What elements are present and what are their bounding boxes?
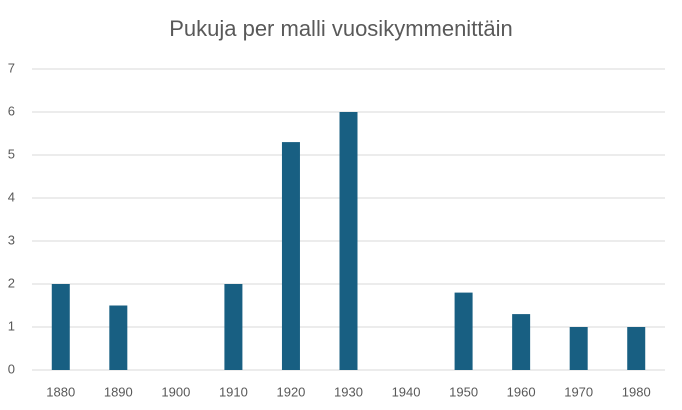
x-tick-label: 1890 bbox=[104, 384, 133, 399]
x-tick-label: 1950 bbox=[449, 384, 478, 399]
x-tick-label: 1930 bbox=[334, 384, 363, 399]
x-tick-label: 1980 bbox=[622, 384, 651, 399]
bar bbox=[109, 305, 128, 370]
bar bbox=[224, 284, 243, 370]
x-tick-label: 1940 bbox=[392, 384, 421, 399]
y-tick-label: 3 bbox=[8, 232, 15, 247]
bar bbox=[339, 112, 358, 370]
y-tick-label: 2 bbox=[8, 275, 15, 290]
x-tick-label: 1970 bbox=[564, 384, 593, 399]
bar bbox=[454, 292, 473, 370]
bar bbox=[281, 142, 300, 370]
bar bbox=[512, 314, 531, 370]
x-tick-label: 1880 bbox=[46, 384, 75, 399]
y-tick-label: 4 bbox=[8, 189, 15, 204]
y-tick-label: 1 bbox=[8, 318, 15, 333]
x-tick-label: 1910 bbox=[219, 384, 248, 399]
y-tick-label: 7 bbox=[8, 60, 15, 75]
x-tick-label: 1900 bbox=[161, 384, 190, 399]
bar bbox=[569, 327, 588, 370]
y-tick-label: 5 bbox=[8, 146, 15, 161]
x-tick-label: 1960 bbox=[507, 384, 536, 399]
bar bbox=[51, 284, 70, 370]
x-tick-label: 1920 bbox=[276, 384, 305, 399]
y-tick-label: 0 bbox=[8, 361, 15, 376]
chart-title: Pukuja per malli vuosikymmenittäin bbox=[169, 16, 513, 41]
bar bbox=[627, 327, 646, 370]
y-tick-label: 6 bbox=[8, 103, 15, 118]
